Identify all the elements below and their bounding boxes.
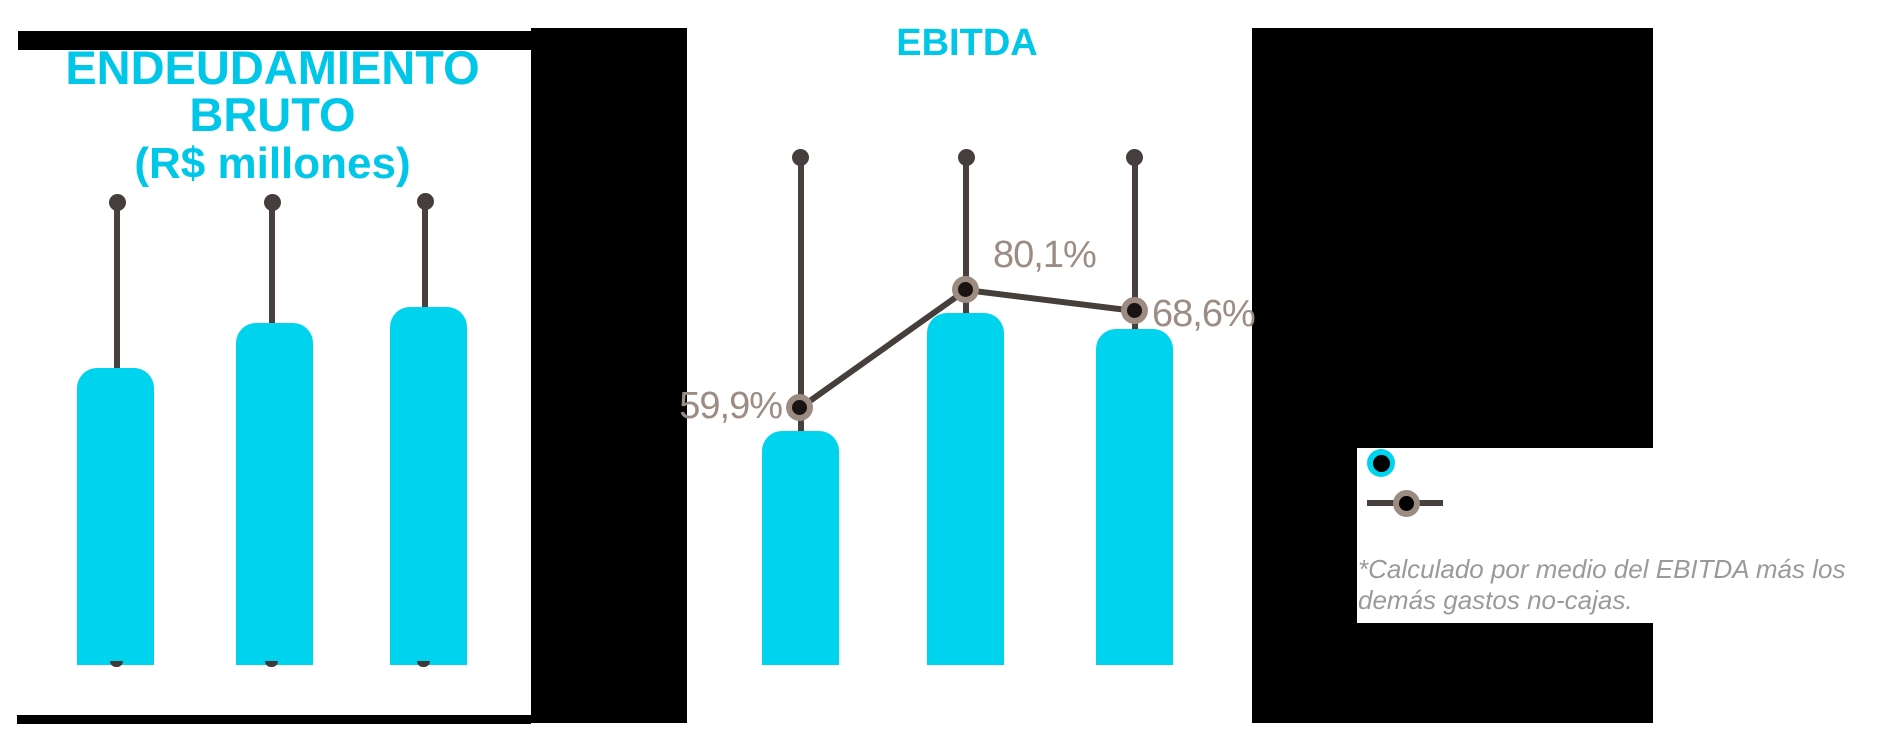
endeudamiento-lollipop-dot-1 bbox=[109, 194, 126, 211]
bottom-black-bar bbox=[17, 715, 531, 724]
endeudamiento-chart-title: ENDEUDAMIENTO BRUTO (R$ millones) bbox=[10, 44, 535, 186]
ebitda-trend-marker-2 bbox=[952, 276, 979, 303]
legend-lollipop-ring-icon-core bbox=[1399, 496, 1414, 511]
ebitda-trend-marker-1 bbox=[786, 394, 813, 421]
endeudamiento-bar-1 bbox=[77, 368, 154, 665]
footnote-line2: demás gastos no-cajas. bbox=[1358, 585, 1633, 615]
ebitda-lollipop-dot-1 bbox=[792, 149, 809, 166]
ebitda-pct-label-2: 80,1% bbox=[993, 234, 1097, 276]
ebitda-lollipop-stem-1 bbox=[798, 157, 804, 431]
endeudamiento-lollipop-stem-3 bbox=[422, 202, 428, 307]
ebitda-trend-marker-3 bbox=[1121, 297, 1148, 324]
footnote: *Calculado por medio del EBITDA más los … bbox=[1358, 554, 1898, 616]
ebitda-lollipop-stem-2 bbox=[963, 157, 969, 313]
ebitda-pct-label-3: 68,6% bbox=[1152, 293, 1256, 335]
ebitda-pct-label-1: 59,9% bbox=[679, 385, 783, 427]
ebitda-trend-marker-3-core bbox=[1127, 303, 1142, 318]
ebitda-trend-marker-2-core bbox=[958, 282, 973, 297]
ebitda-trend-marker-1-core bbox=[792, 400, 807, 415]
legend-and-note-box: *Calculado por medio del EBITDA más los … bbox=[1357, 448, 1845, 623]
legend-cyan-dot-icon bbox=[1367, 449, 1395, 477]
endeudamiento-title-line1: ENDEUDAMIENTO BRUTO bbox=[65, 41, 480, 141]
endeudamiento-lollipop-dot-3 bbox=[417, 193, 434, 210]
legend-cyan-dot-icon-core bbox=[1372, 454, 1390, 472]
middle-black-panel bbox=[531, 28, 687, 723]
top-black-bar bbox=[18, 31, 531, 50]
legend-lollipop-ring-icon bbox=[1393, 490, 1420, 517]
endeudamiento-lollipop-stem-1 bbox=[114, 203, 120, 368]
endeudamiento-baseline-dot-3 bbox=[417, 661, 430, 667]
endeudamiento-lollipop-dot-2 bbox=[264, 194, 281, 211]
ebitda-bar-1 bbox=[762, 431, 839, 665]
endeudamiento-lollipop-stem-2 bbox=[269, 203, 275, 323]
ebitda-lollipop-dot-3 bbox=[1126, 149, 1143, 166]
ebitda-lollipop-dot-2 bbox=[958, 149, 975, 166]
ebitda-bar-2 bbox=[927, 313, 1004, 665]
ebitda-bar-3 bbox=[1096, 329, 1173, 665]
footnote-line1: *Calculado por medio del EBITDA más los bbox=[1358, 554, 1846, 584]
endeudamiento-baseline-dot-1 bbox=[110, 661, 123, 667]
endeudamiento-bar-2 bbox=[236, 323, 313, 665]
endeudamiento-title-line2: (R$ millones) bbox=[134, 139, 411, 188]
endeudamiento-bar-3 bbox=[390, 307, 467, 665]
ebitda-lollipop-stem-3 bbox=[1132, 157, 1138, 329]
ebitda-chart-title: EBITDA bbox=[896, 22, 1038, 64]
endeudamiento-baseline-dot-2 bbox=[265, 661, 278, 667]
